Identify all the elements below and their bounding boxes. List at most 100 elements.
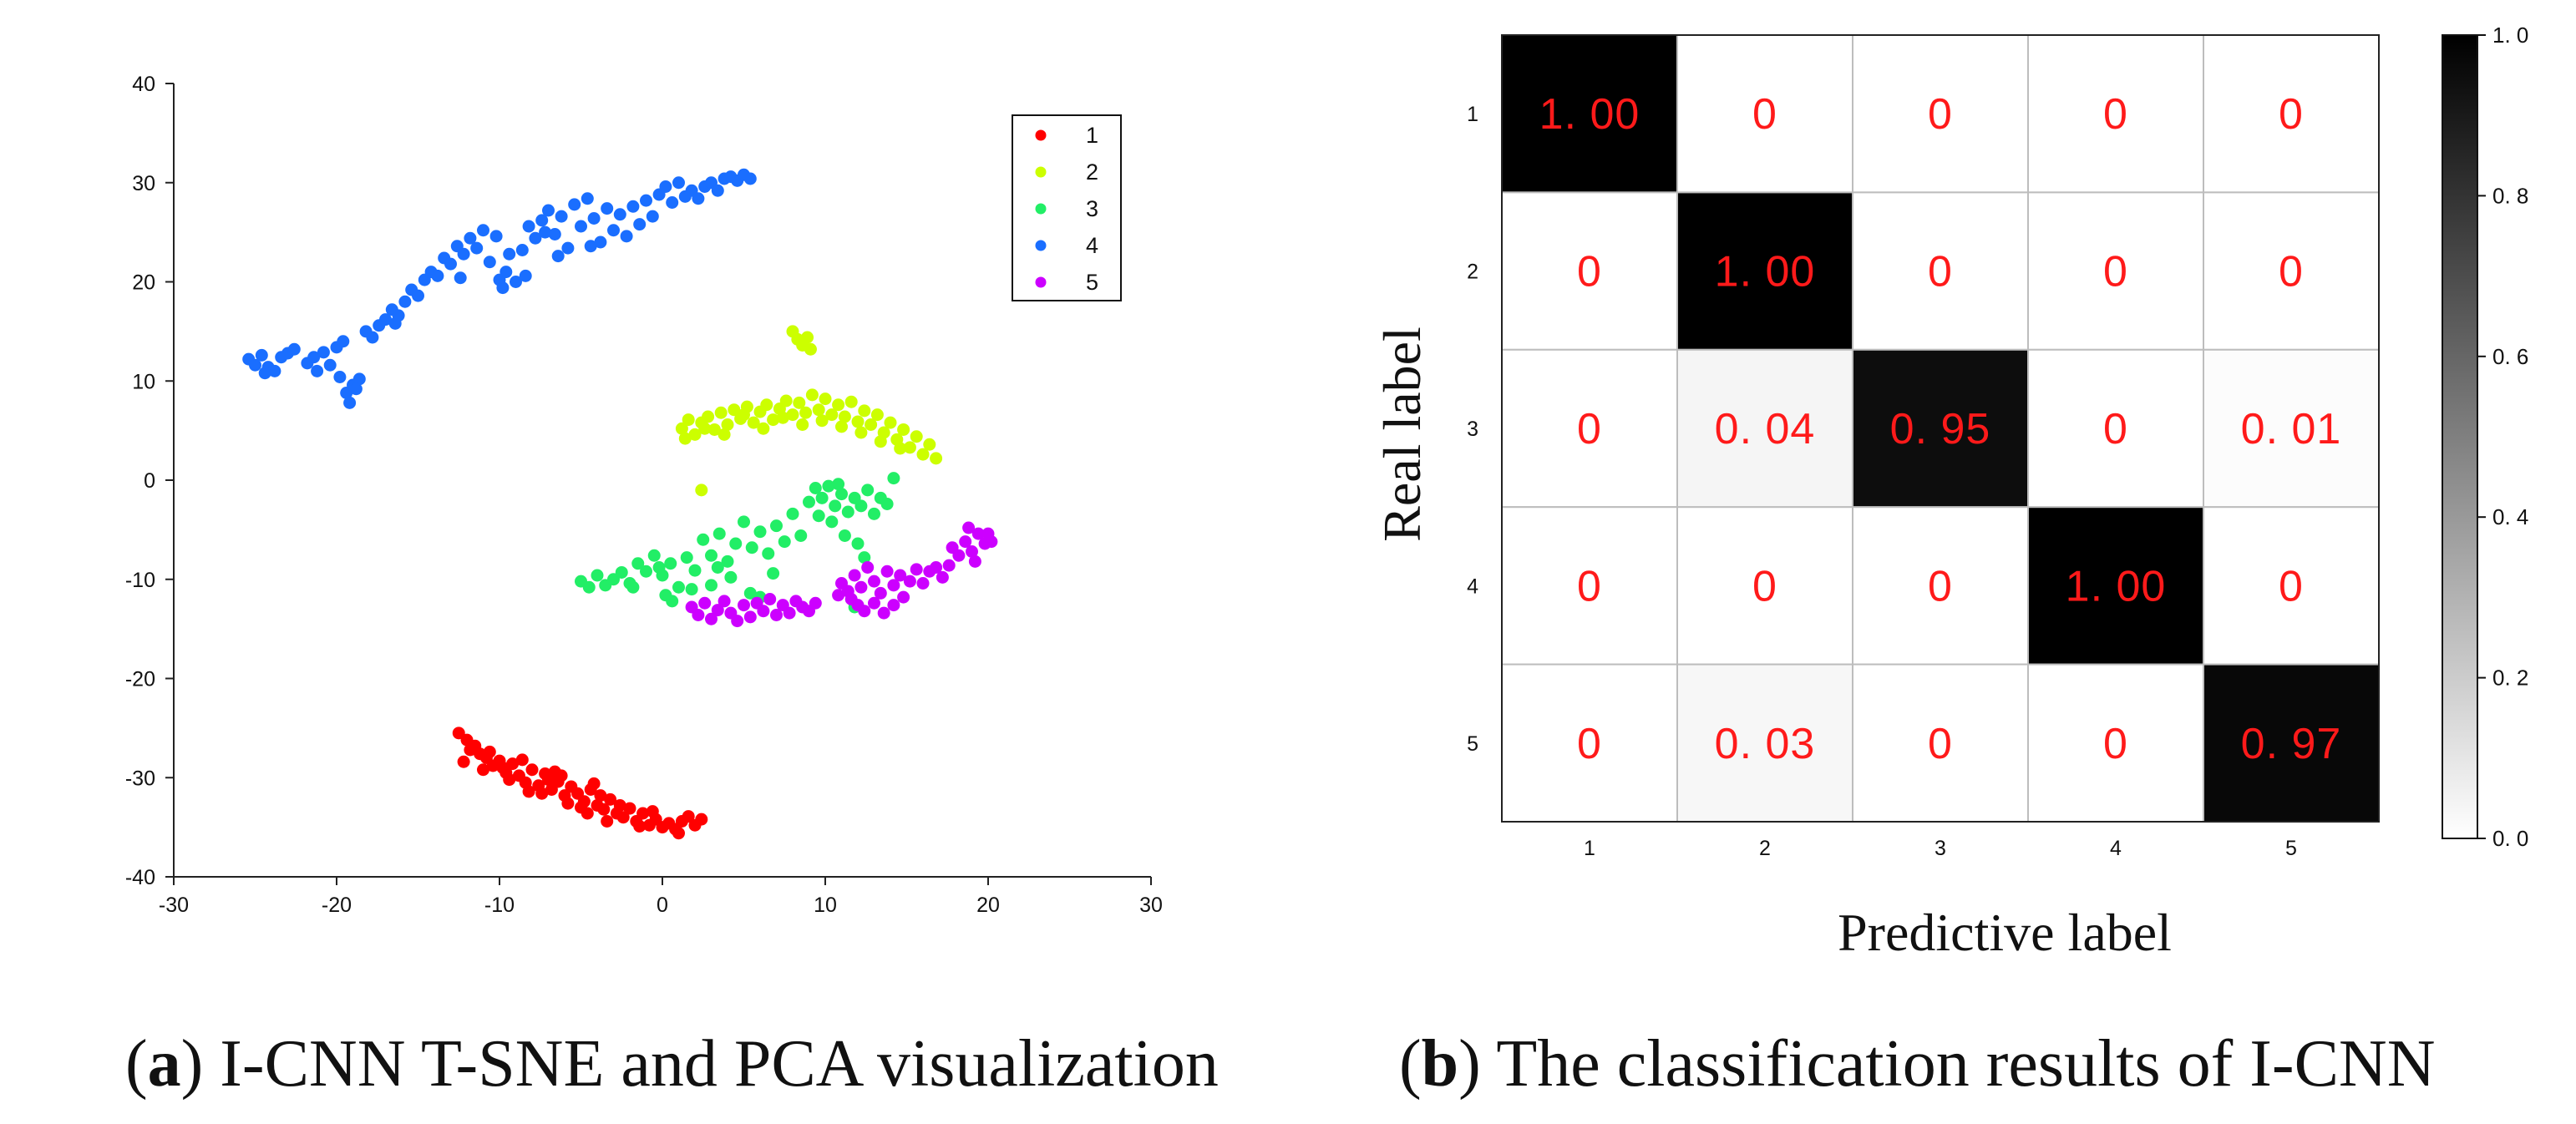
data-point [607,573,620,586]
data-point [685,583,698,596]
y-tick-label: 2 [1467,261,1478,284]
data-point [762,547,775,560]
data-point [851,415,865,428]
data-point [607,224,620,237]
matrix-cell-value: 0 [1752,562,1777,610]
data-point [581,192,594,205]
data-point [499,266,513,279]
data-point [874,586,887,600]
data-point [783,606,796,620]
data-point [522,785,535,798]
data-point [838,529,851,542]
data-point [613,799,626,812]
data-point [287,342,301,356]
data-point [962,521,976,534]
x-tick-label: 20 [976,894,1000,917]
data-point [695,484,708,497]
data-point [352,372,366,386]
matrix-cell [1501,348,1678,509]
data-point [844,593,858,605]
data-point [870,408,884,422]
matrix-cell [2027,506,2204,666]
data-point [718,595,731,608]
data-point [868,596,880,610]
data-point [698,422,712,435]
legend-box [1012,114,1122,301]
data-point [646,210,659,223]
data-point [729,537,743,550]
series-1 [452,727,708,840]
data-point [966,545,978,558]
data-point [721,418,734,431]
data-point [868,507,880,520]
data-point [812,403,825,417]
data-point [682,810,695,823]
matrix-cell-value: 0 [1928,248,1953,296]
data-point [519,269,532,282]
data-point [819,392,832,406]
y-axis-ticks: -40 -30 -20 -10 0 10 20 30 40 [125,73,174,889]
y-axis-title: Real label [1372,327,1432,542]
data-point [858,605,871,618]
data-point [268,364,281,377]
colorbar-ticks: 1. 0 0. 8 0. 6 0. 4 0. 2 0. 0 [2477,23,2528,851]
data-point [861,484,875,497]
x-tick-label: 30 [1139,894,1163,917]
data-point [968,554,981,568]
legend-marker [1035,240,1047,251]
data-point [388,316,402,330]
data-point [952,549,966,562]
data-point [865,418,878,431]
data-point [343,396,357,409]
data-point [525,763,539,777]
data-point [626,200,640,213]
data-point [770,519,783,533]
data-point [930,561,943,574]
caption-a-label: a [148,1027,181,1101]
data-point [916,448,930,461]
matrix-cell-value: 1. 00 [1539,90,1640,139]
matrix-cell-value: 0 [2103,405,2128,453]
data-point [633,218,647,231]
legend-label: 5 [1086,270,1098,295]
data-point [832,589,845,602]
matrix-cell-value: 0 [2103,90,2128,139]
data-point [702,410,715,423]
data-point [581,807,594,820]
data-point [636,807,650,820]
data-point [887,579,900,592]
data-point [366,331,379,344]
data-point [738,515,750,529]
data-point [464,231,477,245]
matrix-cell [2203,663,2380,823]
data-point [444,257,457,271]
data-point [601,815,614,828]
data-point [631,557,645,570]
data-point [745,541,758,554]
x-tick-label: 0 [657,894,668,917]
data-point [779,394,793,408]
data-point [575,220,587,233]
data-point [714,406,728,419]
data-point [542,204,555,217]
data-point [506,757,520,771]
data-point [930,452,943,465]
data-point [666,196,679,209]
x-axis-ticks: -30 -20 -10 0 10 20 30 [159,877,1163,917]
data-point [858,404,871,418]
data-point [695,813,708,826]
data-point [258,367,271,380]
data-point [503,773,516,787]
data-point [323,358,337,372]
matrix-cell-value: 0 [1577,720,1602,768]
data-point [548,228,561,240]
matrix-cell-value: 0 [1928,720,1953,768]
data-point [894,569,907,582]
data-point [910,563,923,576]
data-point [959,535,972,549]
data-point [923,438,936,451]
data-point [464,743,477,757]
data-point [743,172,757,185]
data-point [903,575,916,588]
